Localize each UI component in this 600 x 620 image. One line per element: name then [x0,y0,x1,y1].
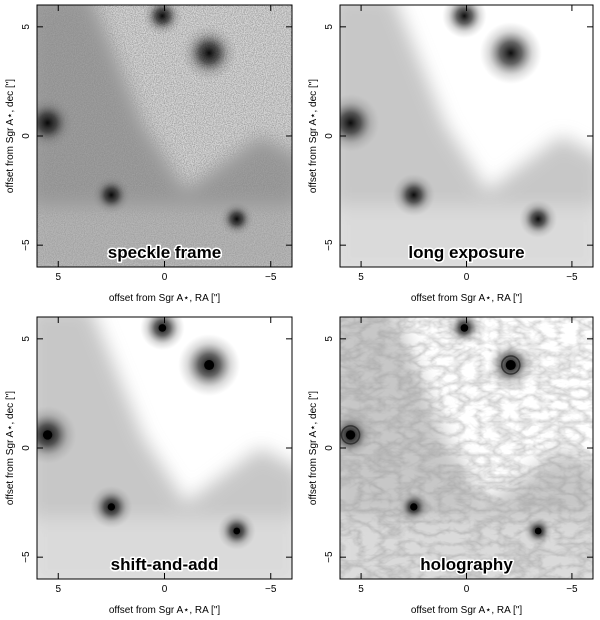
star-core-bright-star [204,360,215,371]
panel-caption: holography [420,555,513,574]
x-axis-label: offset from Sgr A⋆, RA ["] [411,293,523,304]
x-tick-label: 0 [464,584,470,595]
x-axis-label: offset from Sgr A⋆, RA ["] [109,293,221,304]
x-tick-label: 0 [162,584,168,595]
star-left-star [37,406,77,464]
x-tick-label: −5 [566,584,578,595]
y-axis-label: offset from Sgr A⋆, dec ["] [5,79,16,193]
panel-speckle [37,5,292,267]
panel-caption: shift-and-add [111,555,219,574]
star-ring-left-star [340,425,361,445]
star-core-bright-star [505,360,516,371]
x-tick-label: 5 [358,584,364,595]
star-middle-star [392,173,435,217]
panel-caption: speckle frame [108,243,221,262]
y-tick-label: −5 [21,239,32,251]
y-tick-label: 5 [21,336,32,342]
star-top-star [140,317,185,351]
star-bright-star [181,25,238,81]
star-core-lower-right-star [233,527,241,535]
panel-holo [340,317,593,579]
y-tick-label: −5 [324,551,335,563]
y-tick-label: −5 [21,551,32,563]
star-middle-star [92,175,131,214]
x-tick-label: −5 [265,584,277,595]
star-left-star [340,413,373,457]
y-tick-label: 5 [324,336,335,342]
star-left-star [340,94,380,152]
star-core-top-star [158,324,167,332]
star-core-middle-star [410,503,418,511]
y-tick-label: 0 [21,133,32,139]
y-tick-label: 5 [324,24,335,30]
x-tick-label: 0 [162,272,168,283]
x-tick-label: 5 [358,272,364,283]
x-tick-label: −5 [566,272,578,283]
x-tick-label: −5 [265,272,277,283]
star-lower-right-star [519,200,558,238]
star-top-star [142,5,183,36]
star-core-middle-star [107,503,116,511]
y-tick-label: −5 [324,239,335,251]
star-bright-star [479,22,542,85]
x-axis-label: offset from Sgr A⋆, RA ["] [411,605,523,616]
star-lower-right-star [219,201,254,236]
star-core-left-star [345,430,356,440]
x-tick-label: 0 [464,272,470,283]
y-axis-label: offset from Sgr A⋆, dec ["] [308,79,319,193]
y-tick-label: 5 [21,24,32,30]
y-tick-label: 0 [324,445,335,451]
star-core-lower-right-star [534,527,542,535]
x-tick-label: 5 [55,272,61,283]
panel-caption: long exposure [408,243,524,262]
filament-structure [340,317,593,579]
y-axis-label: offset from Sgr A⋆, dec ["] [308,391,319,505]
speckle-noise [37,5,292,267]
star-ring-bright-star [501,355,521,375]
y-tick-label: 0 [324,133,335,139]
star-core-top-star [460,324,469,332]
y-axis-label: offset from Sgr A⋆, dec ["] [5,391,16,505]
star-top-star [442,5,487,39]
star-left-star [37,96,74,149]
panel-saa [37,317,292,579]
x-tick-label: 5 [55,584,61,595]
panel-long [340,5,593,267]
star-core-left-star [42,430,53,440]
x-axis-label: offset from Sgr A⋆, RA ["] [109,605,221,616]
y-tick-label: 0 [21,445,32,451]
